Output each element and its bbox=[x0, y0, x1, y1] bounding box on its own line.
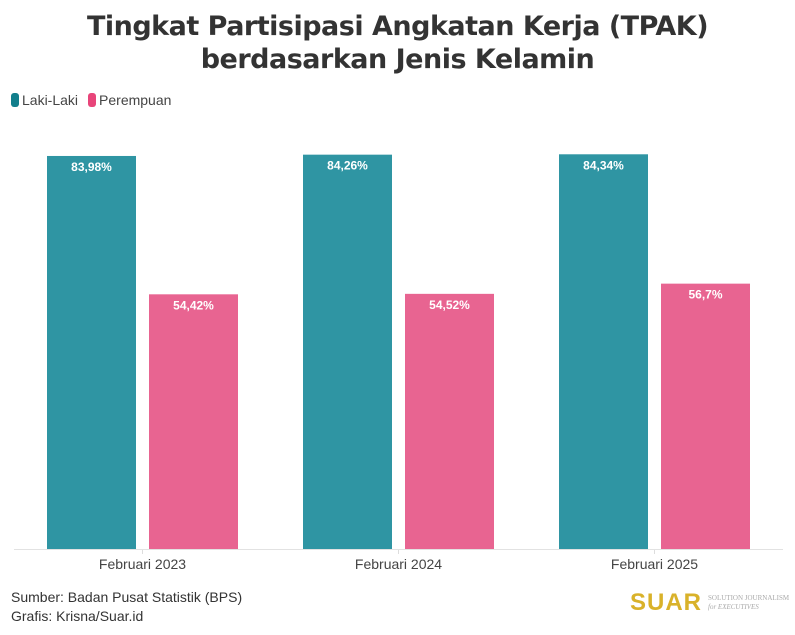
bar-laki-laki bbox=[47, 155, 136, 549]
x-tick-label: Februari 2023 bbox=[99, 556, 186, 572]
legend-item-laki-laki[interactable]: Laki-Laki bbox=[11, 92, 78, 108]
bar-laki-laki bbox=[559, 154, 648, 549]
data-label: 83,98% bbox=[71, 160, 112, 174]
legend-swatch-laki-laki bbox=[11, 93, 19, 107]
data-label: 84,34% bbox=[583, 158, 624, 172]
bar-perempuan bbox=[661, 283, 750, 549]
data-label: 54,42% bbox=[173, 298, 214, 312]
suar-logo: SUAR SOLUTION JOURNALISM for EXECUTIVES bbox=[630, 589, 789, 617]
bar-perempuan bbox=[149, 294, 238, 549]
data-label: 84,26% bbox=[327, 159, 368, 173]
bar-laki-laki bbox=[303, 154, 392, 549]
credit-note: Grafis: Krisna/Suar.id bbox=[11, 608, 144, 624]
legend-label: Laki-Laki bbox=[22, 92, 79, 108]
legend-label: Perempuan bbox=[99, 92, 172, 108]
legend: Laki-Laki Perempuan bbox=[11, 92, 171, 108]
legend-item-perempuan[interactable]: Perempuan bbox=[88, 92, 171, 108]
source-note: Sumber: Badan Pusat Statistik (BPS) bbox=[11, 589, 243, 605]
bar-perempuan bbox=[405, 293, 494, 549]
logo-text: SUAR bbox=[630, 589, 703, 616]
chart-title: Tingkat Partisipasi Angkatan Kerja (TPAK… bbox=[86, 11, 709, 75]
data-label: 54,52% bbox=[429, 298, 470, 312]
data-label: 56,7% bbox=[688, 288, 722, 302]
x-tick-label: Februari 2025 bbox=[611, 556, 698, 572]
legend-swatch-perempuan bbox=[88, 93, 97, 107]
logo-tagline: SOLUTION JOURNALISM for EXECUTIVES bbox=[708, 594, 790, 611]
x-tick-label: Februari 2024 bbox=[355, 556, 442, 572]
